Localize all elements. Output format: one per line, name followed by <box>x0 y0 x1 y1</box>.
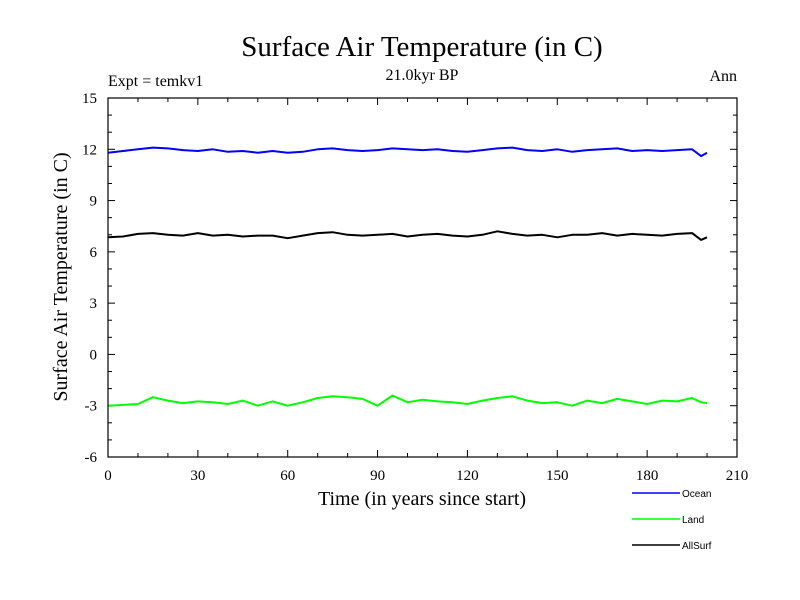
y-tick-label: 6 <box>90 245 98 261</box>
legend-label-allsurf: AllSurf <box>682 541 712 552</box>
x-axis-label: Time (in years since start) <box>318 488 526 510</box>
y-tick-label: -6 <box>85 450 98 466</box>
y-axis-label: Surface Air Temperature (in C) <box>50 152 72 401</box>
chart-subtitle: 21.0kyr BP <box>386 67 459 84</box>
x-tick-label: 60 <box>280 468 295 484</box>
x-tick-label: 210 <box>726 468 749 484</box>
legend-label-land: Land <box>682 515 704 526</box>
x-tick-label: 90 <box>370 468 385 484</box>
y-tick-label: 12 <box>82 142 97 158</box>
x-tick-label: 0 <box>104 468 112 484</box>
legend: Ocean Land AllSurf <box>632 489 712 552</box>
plot-frame <box>107 97 738 458</box>
x-tick-label: 180 <box>636 468 659 484</box>
x-tick-label: 30 <box>190 468 205 484</box>
legend-label-ocean: Ocean <box>682 489 711 500</box>
y-tick-label: 3 <box>90 296 98 312</box>
chart-title: Surface Air Temperature (in C) <box>241 31 602 63</box>
y-tick-labels: -6 -3 0 3 6 9 12 15 <box>82 91 98 466</box>
y-tick-label: 0 <box>90 347 98 363</box>
x-tick-label: 150 <box>546 468 569 484</box>
y-tick-label: 9 <box>90 194 98 210</box>
series-line-land <box>107 394 708 407</box>
x-tick-label: 120 <box>456 468 479 484</box>
series-line-allsurf <box>107 230 708 241</box>
axis-ticks <box>107 97 738 458</box>
series-lines <box>107 146 708 407</box>
series-line-ocean <box>107 146 708 158</box>
period-label: Ann <box>709 68 737 85</box>
y-tick-label: -3 <box>85 399 98 415</box>
y-tick-label: 15 <box>82 91 97 107</box>
x-tick-labels: 0 30 60 90 120 150 180 210 <box>104 468 748 484</box>
experiment-label: Expt = temkv1 <box>108 73 203 90</box>
